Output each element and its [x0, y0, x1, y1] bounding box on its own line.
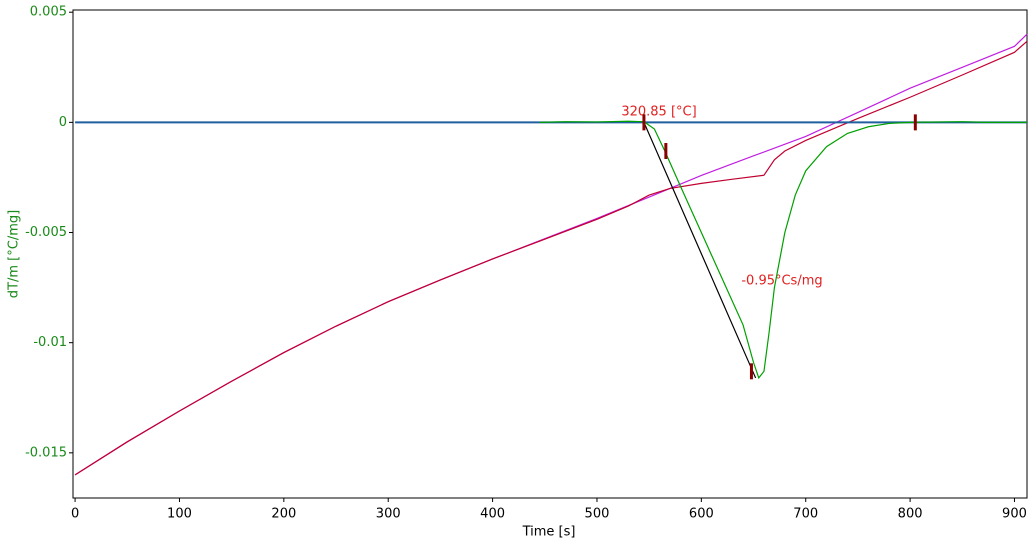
- x-tick-label: 400: [480, 507, 505, 522]
- x-tick-label: 600: [689, 507, 714, 522]
- x-tick-label: 500: [585, 507, 610, 522]
- event-marker: [749, 363, 753, 380]
- event-marker: [642, 114, 646, 131]
- annotation: -0.95°Cs/mg: [741, 274, 822, 289]
- x-tick-label: 0: [71, 507, 79, 522]
- series-line: [643, 122, 757, 379]
- series-line: [74, 40, 1028, 476]
- plot-frame: [72, 9, 1028, 499]
- y-tick-label: 0.005: [30, 5, 67, 20]
- y-tick-label: -0.005: [25, 225, 67, 240]
- event-marker: [664, 143, 668, 160]
- x-tick-label: 800: [898, 507, 923, 522]
- y-axis-label: dT/m [°C/mg]: [7, 210, 22, 298]
- y-tick-label: -0.015: [25, 445, 67, 460]
- x-tick-label: 900: [1002, 507, 1027, 522]
- x-tick-label: 100: [167, 507, 192, 522]
- annotation: 320.85 [°C]: [621, 105, 696, 120]
- x-axis-label: Time [s]: [522, 525, 576, 540]
- y-tick-label: -0.01: [33, 335, 67, 350]
- event-marker: [913, 114, 917, 131]
- y-tick-label: 0: [59, 115, 67, 130]
- series-line: [539, 120, 1027, 380]
- x-tick-label: 700: [793, 507, 818, 522]
- x-tick-label: 200: [271, 507, 296, 522]
- x-tick-label: 300: [376, 507, 401, 522]
